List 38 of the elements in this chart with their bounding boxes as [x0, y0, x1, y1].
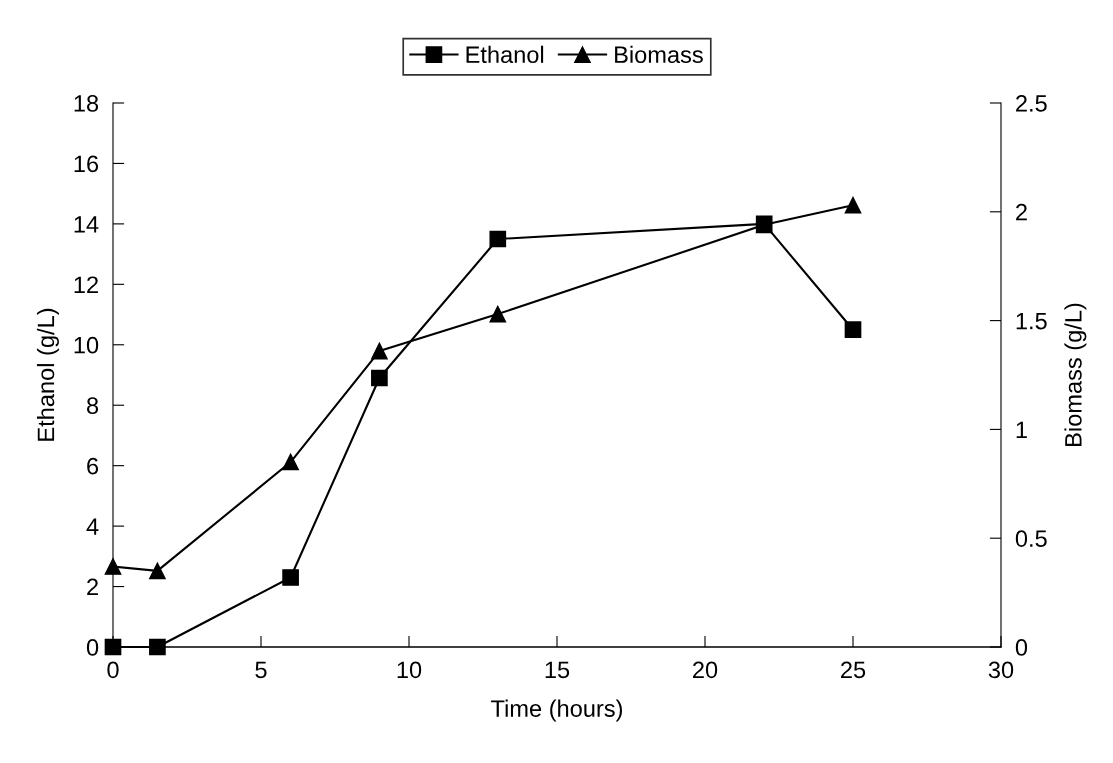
point — [489, 230, 507, 248]
x-tick-label: 25 — [841, 661, 866, 679]
y2-tick-label: 0 — [1015, 639, 1028, 656]
y-tick-label: 16 — [74, 155, 99, 173]
y-tick-label: 8 — [87, 397, 99, 415]
point — [371, 369, 388, 387]
y-tick-label: 12 — [74, 276, 98, 293]
point — [844, 196, 862, 214]
y-tick-label: 6 — [87, 457, 99, 475]
y-tick-label: 18 — [74, 95, 99, 112]
y2-tick-label: 0.5 — [1015, 530, 1047, 547]
x-tick-label: 10 — [397, 661, 422, 679]
point — [282, 569, 299, 586]
y2-tick-label: 2.5 — [1016, 95, 1047, 112]
y2-axis-title: Biomass (g/L) — [1064, 303, 1087, 446]
point — [104, 558, 122, 575]
x-axis-title: Time (hours) — [491, 699, 622, 722]
y2-tick-label: 2 — [1016, 203, 1027, 221]
x-tick-label: 20 — [693, 661, 718, 679]
x-tick-label: 0 — [107, 661, 119, 679]
y-tick-label: 2 — [87, 578, 98, 596]
point — [282, 453, 299, 471]
point — [371, 342, 388, 360]
point — [844, 321, 862, 339]
x-tick-label: 30 — [988, 661, 1014, 679]
y2-tick-label: 1.5 — [1016, 312, 1047, 330]
legend-label: Biomass — [615, 45, 703, 64]
point — [149, 562, 166, 580]
y2-tick-label: 1 — [1016, 421, 1027, 438]
point — [489, 305, 507, 323]
x-tick-label: 5 — [255, 661, 267, 679]
y-tick-label: 0 — [86, 639, 99, 656]
y-tick-label: 14 — [74, 216, 99, 233]
y-axis-title: Ethanol (g/L) — [36, 308, 59, 441]
y-tick-label: 4 — [86, 518, 99, 535]
legend-label: Ethanol — [466, 45, 544, 64]
x-tick-label: 15 — [545, 661, 570, 679]
y-tick-label: 10 — [74, 336, 99, 354]
